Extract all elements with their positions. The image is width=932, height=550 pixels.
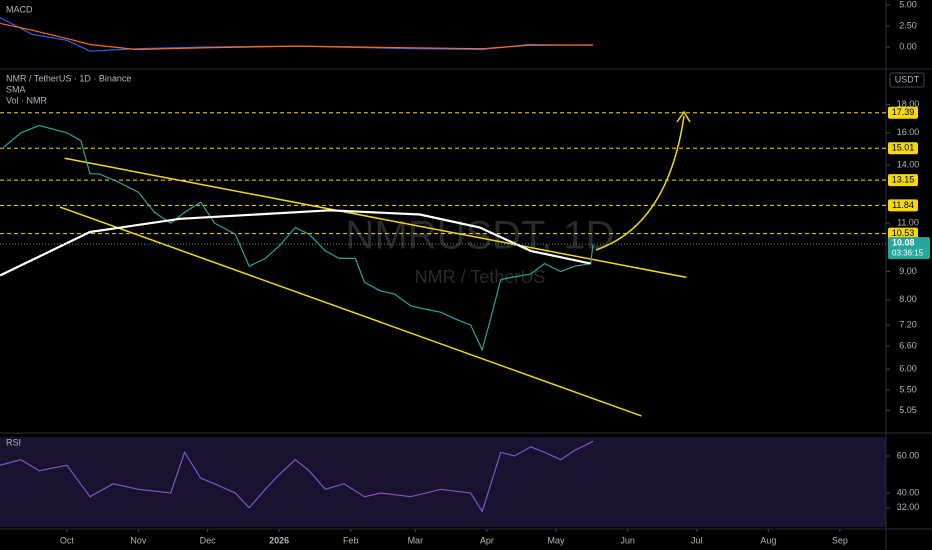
current-price-box bbox=[888, 237, 930, 260]
series-line bbox=[0, 440, 594, 513]
x-tick-label: Jun bbox=[620, 535, 635, 545]
level-label: 15.01 bbox=[892, 143, 915, 153]
y-tick-label: 0.00 bbox=[899, 41, 917, 51]
pane-title: MACD bbox=[6, 4, 33, 14]
currency[interactable]: USDT bbox=[895, 74, 920, 84]
x-tick-label: Dec bbox=[200, 535, 217, 545]
x-tick-label: Apr bbox=[480, 535, 494, 545]
y-tick-label: 40.00 bbox=[897, 487, 920, 497]
y-tick-label: 18.00 bbox=[897, 99, 920, 109]
level-label: 10.53 bbox=[892, 228, 915, 238]
y-tick-label: 2.50 bbox=[899, 20, 917, 30]
x-tick-label: Mar bbox=[408, 535, 424, 545]
x-tick-label: May bbox=[548, 535, 566, 545]
level-box bbox=[888, 199, 918, 212]
x-tick-label: Nov bbox=[130, 535, 147, 545]
countdown: 03:36:15 bbox=[892, 248, 924, 257]
level-box bbox=[888, 227, 918, 240]
level-label: 11.84 bbox=[892, 200, 914, 210]
y-tick-label: 11.00 bbox=[897, 217, 919, 227]
level-label: 17.39 bbox=[892, 107, 915, 117]
x-tick-label: Aug bbox=[760, 535, 776, 545]
symbol-title: NMR / TetherUS · 1D · Binance bbox=[6, 73, 131, 83]
y-tick-label: 6.60 bbox=[899, 341, 917, 351]
trendline bbox=[64, 157, 687, 279]
x-tick-label: Jul bbox=[691, 535, 703, 545]
level-box bbox=[888, 106, 918, 119]
x-tick-label: Feb bbox=[343, 535, 359, 545]
level-box bbox=[888, 174, 918, 187]
x-tick-label: 2026 bbox=[269, 535, 289, 545]
y-tick-label: 32.00 bbox=[897, 502, 920, 512]
series-line bbox=[0, 22, 594, 51]
y-tick-label: 5.05 bbox=[899, 405, 917, 415]
y-tick-label: 60.00 bbox=[897, 450, 920, 460]
currency-box[interactable] bbox=[889, 72, 925, 88]
current-price: 10.08 bbox=[892, 238, 915, 248]
trendline bbox=[59, 206, 642, 417]
x-tick-label: Sep bbox=[832, 535, 848, 545]
y-tick-label: 9.00 bbox=[899, 266, 917, 276]
series-line bbox=[0, 209, 591, 277]
y-tick-label: 7.20 bbox=[899, 320, 917, 330]
level-label: 13.15 bbox=[892, 174, 915, 184]
rsi-band bbox=[0, 437, 886, 527]
y-tick-label: 14.00 bbox=[897, 159, 920, 169]
y-tick-label: 5.00 bbox=[899, 0, 917, 9]
pane-title: RSI bbox=[6, 437, 21, 447]
series-line bbox=[1, 124, 594, 352]
watermark-subtitle: NMR / TetherUS bbox=[415, 267, 546, 287]
projection-arrow bbox=[595, 115, 685, 251]
y-tick-label: 5.50 bbox=[899, 384, 917, 394]
arrow-head bbox=[676, 110, 691, 123]
y-tick-label: 6.00 bbox=[899, 363, 917, 373]
y-tick-label: 8.00 bbox=[899, 294, 917, 304]
x-tick-label: Oct bbox=[60, 535, 75, 545]
indicator-label: SMA bbox=[6, 84, 26, 94]
indicator-label: Vol · NMR bbox=[6, 95, 48, 105]
y-tick-label: 16.00 bbox=[897, 127, 920, 137]
level-box bbox=[888, 142, 918, 155]
